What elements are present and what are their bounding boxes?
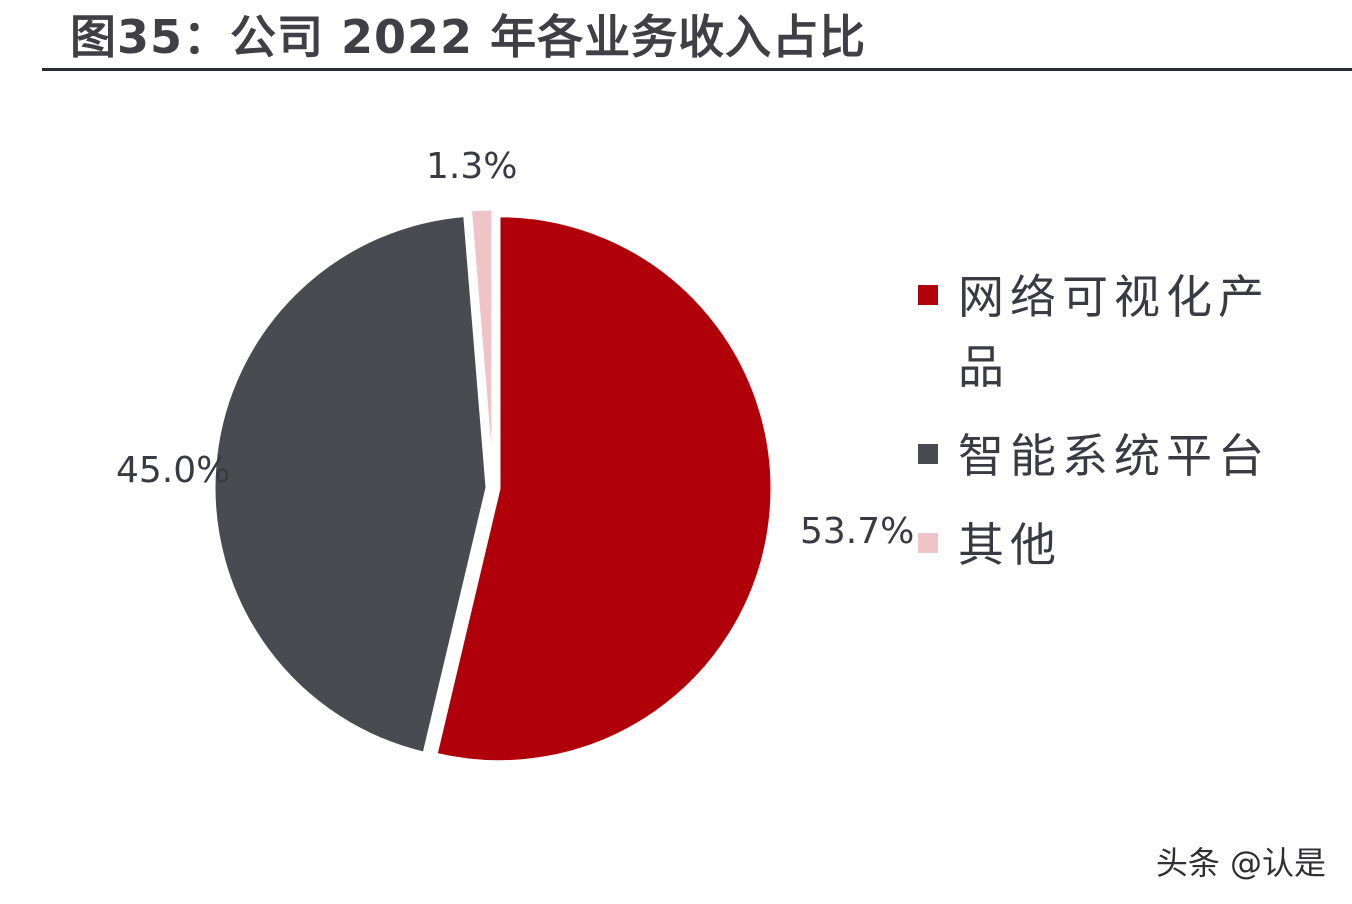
- legend-swatch-network-visual: [918, 285, 938, 305]
- legend-item-smart-system: 智能系统平台: [914, 421, 1314, 491]
- legend-item-network-visual: 网络可视化产品: [914, 262, 1314, 402]
- watermark: 头条 @认是: [1155, 844, 1326, 882]
- legend-swatch-other: [918, 533, 938, 553]
- title-divider: [42, 68, 1352, 71]
- data-label-other: 1.3%: [426, 146, 517, 187]
- pie-slice-smart-system: [212, 213, 489, 756]
- legend-swatch-smart-system: [918, 444, 938, 464]
- data-label-network-visual: 53.7%: [800, 511, 914, 552]
- legend-label-other: 其他: [958, 518, 1062, 572]
- pie-slice-other: [468, 207, 495, 483]
- data-label-smart-system: 45.0%: [116, 450, 230, 491]
- legend-label-network-visual: 网络可视化产品: [958, 270, 1270, 394]
- pie-slice-network-visual: [434, 214, 774, 764]
- legend-label-smart-system: 智能系统平台: [958, 429, 1270, 483]
- chart-legend: 网络可视化产品 智能系统平台 其他: [914, 262, 1314, 599]
- legend-item-other: 其他: [914, 510, 1314, 580]
- chart-title: 图35：公司 2022 年各业务收入占比: [70, 10, 867, 64]
